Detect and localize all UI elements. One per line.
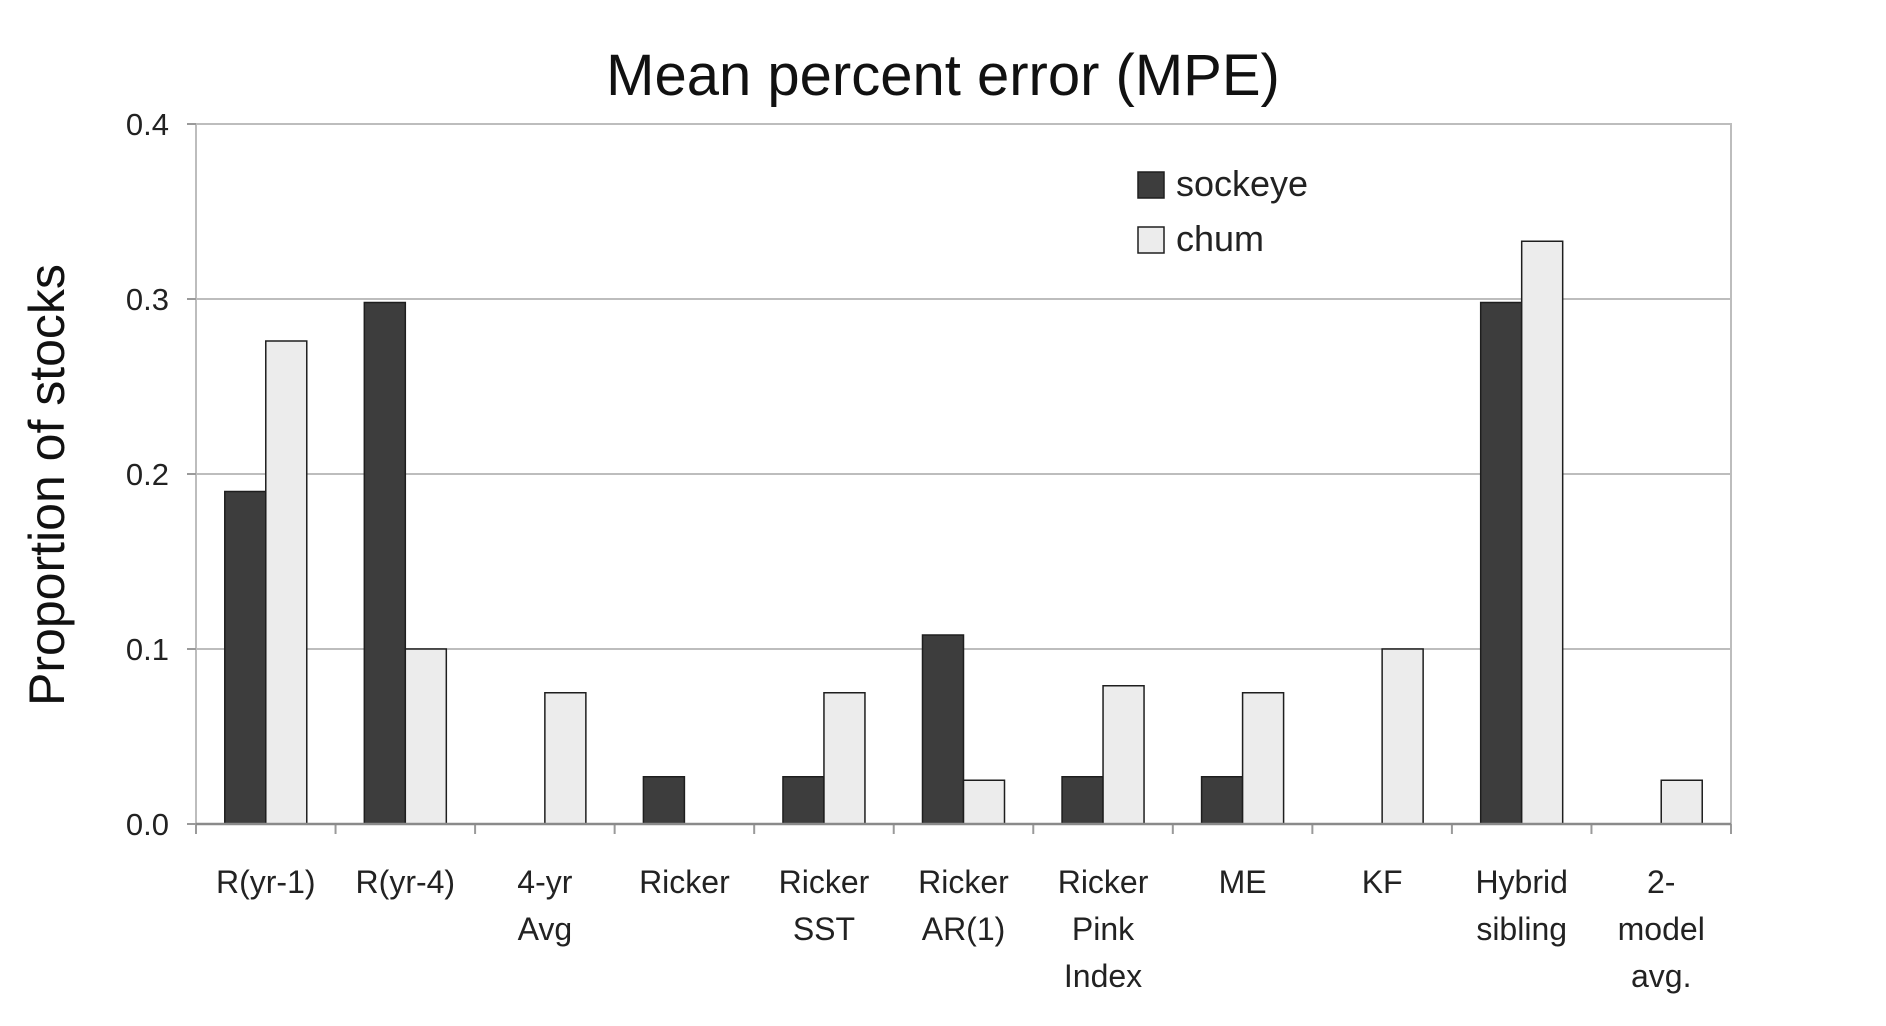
- x-tick-label: 4-yr Avg: [517, 864, 572, 947]
- x-tick-label: Ricker SST: [779, 864, 870, 947]
- bar-sockeye: [1061, 776, 1104, 825]
- x-tick-label: KF: [1362, 864, 1403, 900]
- bar-sockeye: [363, 301, 407, 825]
- bar-chum: [1381, 648, 1424, 825]
- y-axis-label: Proportion of stocks: [19, 264, 75, 706]
- legend-swatch-sockeye: [1137, 171, 1165, 199]
- x-tick-label: Ricker: [639, 864, 730, 900]
- bar-chum: [1102, 685, 1145, 825]
- x-tick-label: R(yr-4): [356, 864, 456, 900]
- x-tick-label: Ricker Pink Index: [1058, 864, 1149, 994]
- bar-chum: [265, 340, 308, 825]
- x-tick-label: Ricker AR(1): [918, 864, 1009, 947]
- legend-label-sockeye: sockeye: [1176, 163, 1308, 204]
- bar-chum: [1660, 779, 1703, 825]
- x-axis: R(yr-1) R(yr-4) 4-yr Avg Ricker Ricker SST Rick…: [195, 822, 1732, 994]
- y-tick-label: 0.3: [126, 282, 169, 317]
- bars: [224, 240, 1703, 825]
- bar-chum: [544, 692, 587, 825]
- bar-sockeye: [642, 776, 686, 825]
- y-tick-label: 0.4: [126, 107, 169, 142]
- bar-chum: [962, 779, 1006, 825]
- bar-sockeye: [1200, 776, 1244, 825]
- legend-label-chum: chum: [1176, 218, 1264, 259]
- y-axis-ticks: 0.0 0.1 0.2 0.3 0.4: [126, 107, 196, 842]
- y-tick-label: 0.1: [126, 632, 169, 667]
- x-tick-label: 2-model avg.: [1618, 864, 1705, 994]
- x-tick-label: Hybrid sibling: [1475, 864, 1567, 947]
- x-tick-label: ME: [1219, 864, 1267, 900]
- bar-chum: [404, 648, 448, 825]
- bar-sockeye: [224, 490, 267, 825]
- bar-chum: [1241, 692, 1285, 825]
- chart-title: Mean percent error (MPE): [606, 43, 1280, 108]
- bar-sockeye: [1479, 301, 1523, 825]
- bar-sockeye: [921, 634, 965, 825]
- legend-swatch-chum: [1137, 226, 1165, 254]
- legend: sockeye chum: [1137, 163, 1308, 259]
- x-tick-label: R(yr-1): [216, 864, 316, 900]
- y-tick-label: 0.2: [126, 457, 169, 492]
- bar-sockeye: [782, 776, 825, 825]
- y-tick-label: 0.0: [126, 807, 169, 842]
- bar-chum: [1520, 240, 1564, 825]
- bar-chum: [823, 692, 866, 825]
